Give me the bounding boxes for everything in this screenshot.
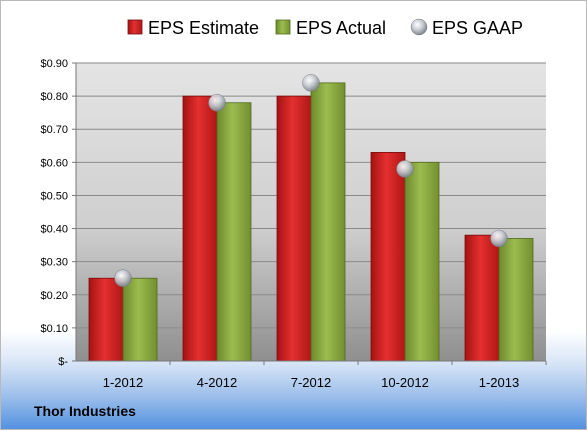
eps-gaap-marker [490, 229, 508, 248]
x-tick-label: 1-2012 [103, 375, 143, 390]
eps-gaap-legend-swatch [410, 18, 428, 36]
eps-estimate-bar [464, 234, 500, 362]
x-tick-label: 10-2012 [381, 375, 429, 390]
y-tick-label: $0.40 [40, 224, 68, 236]
eps-estimate-bar [370, 151, 406, 362]
eps-estimate-bar [182, 95, 218, 362]
eps-actual-legend-swatch [275, 19, 291, 35]
eps-gaap-marker [114, 269, 132, 287]
x-tick-label: 7-2012 [291, 375, 331, 390]
x-tick-label: 1-2013 [479, 375, 519, 390]
y-tick-label: $0.60 [40, 157, 68, 169]
eps-actual-bar [404, 161, 440, 362]
company-name: Thor Industries [34, 403, 136, 419]
y-tick-label: $- [58, 356, 68, 368]
x-tick-label: 4-2012 [197, 375, 237, 390]
eps-actual-legend-label: EPS Actual [296, 18, 386, 38]
eps-gaap-marker [396, 160, 414, 178]
eps-estimate-bar [88, 277, 124, 362]
y-tick-label: $0.20 [40, 290, 68, 302]
eps-gaap-legend-label: EPS GAAP [432, 18, 523, 38]
eps-gaap-marker [208, 93, 226, 112]
y-tick-label: $0.80 [40, 91, 68, 103]
y-tick-label: $0.10 [40, 323, 68, 335]
eps-actual-bar [216, 102, 252, 362]
y-tick-label: $0.90 [40, 58, 68, 70]
y-tick-label: $0.30 [40, 257, 68, 269]
eps-actual-bar [310, 82, 346, 362]
eps-gaap-marker [302, 74, 320, 92]
eps-actual-bar [122, 277, 158, 362]
eps-estimate-legend-swatch [127, 19, 143, 35]
eps-estimate-bar [276, 95, 312, 362]
eps-estimate-legend-label: EPS Estimate [148, 18, 259, 38]
y-tick-label: $0.50 [40, 190, 68, 202]
y-tick-label: $0.70 [40, 124, 68, 136]
eps-actual-bar [498, 238, 534, 362]
